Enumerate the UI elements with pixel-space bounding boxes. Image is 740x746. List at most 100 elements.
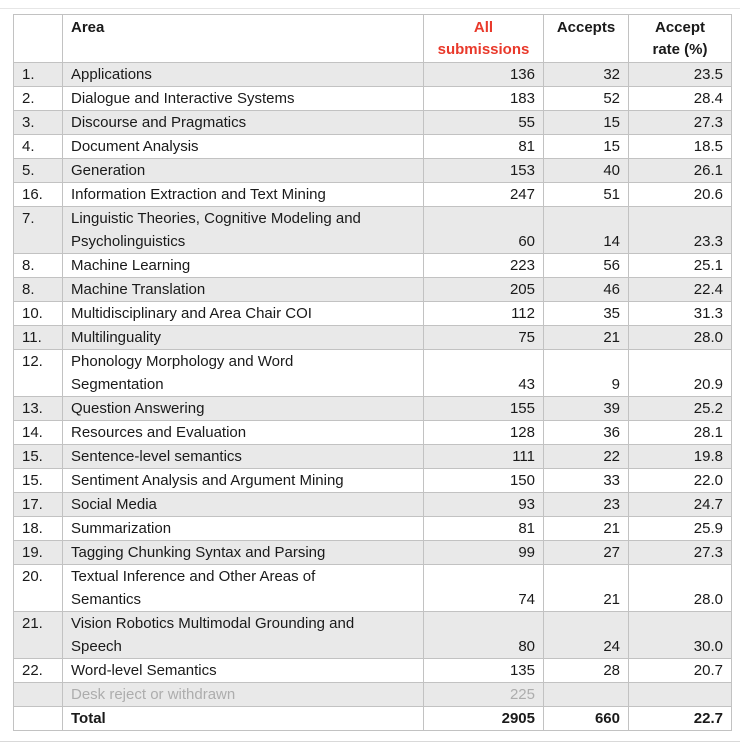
submissions-cell: 111 bbox=[423, 444, 544, 469]
submissions-cell: 153 bbox=[423, 158, 544, 183]
row-number-cell: 18. bbox=[13, 516, 63, 541]
table-row: 18. Summarization 81 21 25.9 bbox=[13, 516, 732, 541]
submissions-cell: 155 bbox=[423, 396, 544, 421]
accepts-cell: 21 bbox=[543, 564, 629, 612]
submissions-cell: 43 bbox=[423, 349, 544, 397]
accepts-cell: 21 bbox=[543, 325, 629, 350]
submissions-cell: 2905 bbox=[423, 706, 544, 731]
area-cell: Document Analysis bbox=[62, 134, 424, 159]
accept-rate-cell: 18.5 bbox=[628, 134, 732, 159]
column-header-area: Area bbox=[62, 14, 424, 63]
accept-rate-cell: 20.7 bbox=[628, 658, 732, 683]
table-body: 1. Applications 136 32 23.5 2. Dialogue and In… bbox=[13, 62, 732, 731]
accepts-cell: 46 bbox=[543, 277, 629, 302]
row-number-cell: 3. bbox=[13, 110, 63, 135]
accept-rate-cell: 20.6 bbox=[628, 182, 732, 207]
column-header-rate: Accept rate (%) bbox=[628, 14, 732, 63]
table-row: 14. Resources and Evaluation 128 36 28.1 bbox=[13, 420, 732, 445]
table-row: 21. Vision Robotics Multimodal Grounding … bbox=[13, 611, 732, 659]
accept-rate-cell: 28.4 bbox=[628, 86, 732, 111]
table-row: 15. Sentence-level semantics 111 22 19.8 bbox=[13, 444, 732, 469]
column-header-num bbox=[13, 14, 63, 63]
accepts-cell: 56 bbox=[543, 253, 629, 278]
accept-rate-cell: 28.0 bbox=[628, 325, 732, 350]
table-row: 7. Linguistic Theories, Cognitive Modelin… bbox=[13, 206, 732, 254]
area-cell: Phonology Morphology and Word Segmentati… bbox=[62, 349, 424, 397]
accepts-cell: 39 bbox=[543, 396, 629, 421]
area-cell: Vision Robotics Multimodal Grounding and… bbox=[62, 611, 424, 659]
accept-rate-cell: 22.4 bbox=[628, 277, 732, 302]
accepts-cell: 15 bbox=[543, 110, 629, 135]
submissions-cell: 93 bbox=[423, 492, 544, 517]
table-row: 1. Applications 136 32 23.5 bbox=[13, 62, 732, 87]
accept-rate-cell: 23.5 bbox=[628, 62, 732, 87]
accepts-cell: 52 bbox=[543, 86, 629, 111]
row-number-cell: 15. bbox=[13, 444, 63, 469]
accept-rate-cell: 19.8 bbox=[628, 444, 732, 469]
area-cell: Multilinguality bbox=[62, 325, 424, 350]
accept-rate-cell: 23.3 bbox=[628, 206, 732, 254]
submissions-cell: 60 bbox=[423, 206, 544, 254]
area-cell: Machine Learning bbox=[62, 253, 424, 278]
row-number-cell: 5. bbox=[13, 158, 63, 183]
area-cell: Information Extraction and Text Mining bbox=[62, 182, 424, 207]
submissions-cell: 150 bbox=[423, 468, 544, 493]
table-row: 3. Discourse and Pragmatics 55 15 27.3 bbox=[13, 110, 732, 135]
header-row: Area All submissions Accepts Accept rate (%… bbox=[13, 14, 732, 63]
row-number-cell: 11. bbox=[13, 325, 63, 350]
submissions-cell: 112 bbox=[423, 301, 544, 326]
table-row: Desk reject or withdrawn 225 bbox=[13, 682, 732, 707]
submissions-cell: 136 bbox=[423, 62, 544, 87]
accepts-cell: 9 bbox=[543, 349, 629, 397]
submissions-cell: 135 bbox=[423, 658, 544, 683]
table-row: 19. Tagging Chunking Syntax and Parsing 99… bbox=[13, 540, 732, 565]
submissions-cell: 75 bbox=[423, 325, 544, 350]
accept-rate-cell: 30.0 bbox=[628, 611, 732, 659]
row-number-cell: 22. bbox=[13, 658, 63, 683]
submissions-stats-table: Area All submissions Accepts Accept rate (%… bbox=[13, 14, 732, 731]
area-cell: Textual Inference and Other Areas of Sem… bbox=[62, 564, 424, 612]
accept-rate-cell: 24.7 bbox=[628, 492, 732, 517]
area-cell: Generation bbox=[62, 158, 424, 183]
submissions-cell: 81 bbox=[423, 134, 544, 159]
submissions-cell: 55 bbox=[423, 110, 544, 135]
submissions-cell: 128 bbox=[423, 420, 544, 445]
row-number-cell bbox=[13, 706, 63, 731]
submissions-cell: 205 bbox=[423, 277, 544, 302]
table-row: 4. Document Analysis 81 15 18.5 bbox=[13, 134, 732, 159]
table-row: Total 2905 660 22.7 bbox=[13, 706, 732, 731]
row-number-cell: 1. bbox=[13, 62, 63, 87]
area-cell: Multidisciplinary and Area Chair COI bbox=[62, 301, 424, 326]
area-cell: Sentence-level semantics bbox=[62, 444, 424, 469]
accepts-cell: 27 bbox=[543, 540, 629, 565]
table-row: 10. Multidisciplinary and Area Chair COI 1… bbox=[13, 301, 732, 326]
accepts-cell: 32 bbox=[543, 62, 629, 87]
table-row: 12. Phonology Morphology and Word Segment… bbox=[13, 349, 732, 397]
accept-rate-cell: 22.0 bbox=[628, 468, 732, 493]
row-number-cell: 14. bbox=[13, 420, 63, 445]
page-bottom-rule bbox=[0, 741, 740, 742]
row-number-cell: 2. bbox=[13, 86, 63, 111]
submissions-cell: 183 bbox=[423, 86, 544, 111]
row-number-cell bbox=[13, 682, 63, 707]
table-row: 5. Generation 153 40 26.1 bbox=[13, 158, 732, 183]
row-number-cell: 21. bbox=[13, 611, 63, 659]
accepts-cell: 14 bbox=[543, 206, 629, 254]
submissions-cell: 247 bbox=[423, 182, 544, 207]
area-cell: Desk reject or withdrawn bbox=[62, 682, 424, 707]
submissions-cell: 80 bbox=[423, 611, 544, 659]
table-row: 8. Machine Translation 205 46 22.4 bbox=[13, 277, 732, 302]
accept-rate-cell: 25.2 bbox=[628, 396, 732, 421]
area-cell: Social Media bbox=[62, 492, 424, 517]
accept-rate-cell bbox=[628, 682, 732, 707]
accepts-cell: 660 bbox=[543, 706, 629, 731]
accept-rate-cell: 27.3 bbox=[628, 540, 732, 565]
accepts-cell: 15 bbox=[543, 134, 629, 159]
area-cell: Discourse and Pragmatics bbox=[62, 110, 424, 135]
area-cell: Total bbox=[62, 706, 424, 731]
page-top-rule bbox=[0, 8, 740, 9]
accept-rate-cell: 26.1 bbox=[628, 158, 732, 183]
row-number-cell: 7. bbox=[13, 206, 63, 254]
table-row: 15. Sentiment Analysis and Argument Minin… bbox=[13, 468, 732, 493]
row-number-cell: 17. bbox=[13, 492, 63, 517]
